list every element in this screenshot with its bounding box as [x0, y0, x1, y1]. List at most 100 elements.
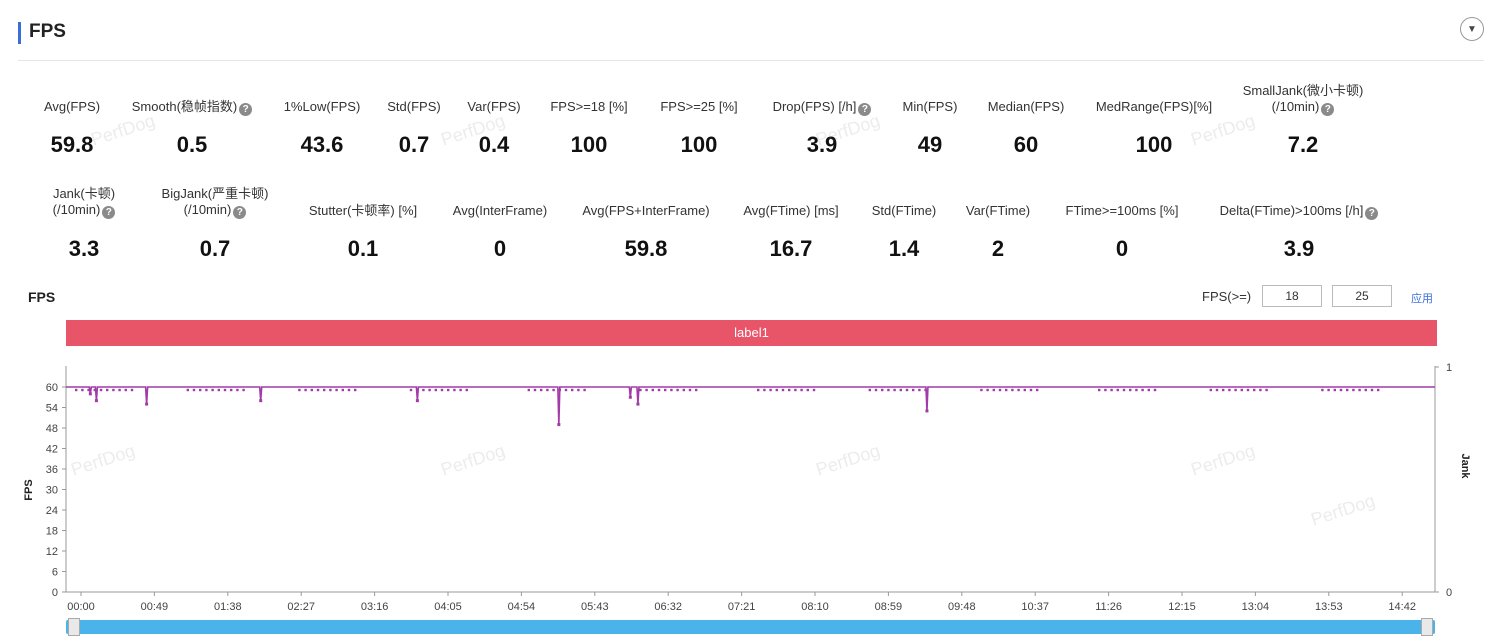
- fps-sample-point: [323, 388, 326, 392]
- label-bar[interactable]: label1: [66, 320, 1437, 346]
- scrollbar-left-handle[interactable]: [68, 618, 80, 636]
- watermark: PerfDog: [1188, 440, 1258, 480]
- fps-sample-point: [236, 388, 239, 392]
- x-tick-label: 10:37: [1021, 601, 1049, 613]
- fps-sample-point: [409, 388, 413, 392]
- help-icon[interactable]: ?: [233, 206, 247, 219]
- metric-value: 0.5: [176, 132, 208, 157]
- fps-sample-point: [1259, 388, 1262, 392]
- fps-sample-point: [93, 388, 96, 392]
- metrics_row1-metric: Std(FPS) 0.7: [324, 99, 504, 162]
- metric-label: Std(FPS): [324, 99, 504, 115]
- metric-value: 43.6: [300, 132, 344, 157]
- fps-sample-point: [1377, 388, 1380, 392]
- section-header: FPS ▼: [18, 14, 1484, 61]
- metric-value: 60: [1013, 132, 1039, 157]
- metric-value: 59.8: [50, 132, 94, 157]
- metric-label: Avg(FPS+InterFrame): [556, 203, 736, 219]
- metric-value: 3.9: [806, 132, 838, 157]
- metrics_row1-metric: Avg(FPS) 59.8: [0, 99, 162, 162]
- fps-sample-point: [1141, 388, 1144, 392]
- x-tick-label: 05:43: [581, 601, 609, 613]
- x-tick-label: 06:32: [654, 601, 682, 613]
- metrics_row2-metric: FTime>=100ms [%] 0: [1032, 203, 1212, 283]
- fps-sample-point: [1029, 388, 1033, 392]
- metrics_row2-metric: Avg(InterFrame) 0: [410, 203, 590, 283]
- fps-dip-point: [259, 399, 263, 403]
- fps-sample-point: [924, 388, 927, 392]
- y-tick-label: 36: [46, 464, 58, 476]
- fps-dip-point: [557, 423, 561, 427]
- watermark: PerfDog: [813, 440, 883, 480]
- y-axis-title: FPS: [23, 479, 35, 500]
- metric-label-text: Delta(FTime)>100ms [/h]: [1219, 203, 1364, 218]
- metrics_row1-metric: MedRange(FPS)[%] 100: [1064, 99, 1244, 162]
- fps-sample-point: [794, 388, 797, 392]
- time-range-scrollbar[interactable]: [66, 618, 1435, 636]
- fps-sample-point: [1005, 388, 1008, 392]
- apply-threshold-link[interactable]: 应用: [1411, 293, 1433, 305]
- help-icon[interactable]: ?: [239, 103, 253, 116]
- fps-sample-point: [918, 388, 921, 392]
- fps-sample-point: [459, 388, 462, 392]
- fps-sample-point: [87, 388, 90, 392]
- metric-label: Avg(FTime) [ms]: [701, 203, 881, 219]
- threshold-input-1[interactable]: [1262, 285, 1322, 307]
- metric-label: Stutter(卡顿率) [%]: [273, 203, 453, 219]
- fps-sample-point: [1098, 388, 1101, 392]
- metric-unit-text: (/10min): [183, 202, 232, 217]
- fps-sample-point: [1153, 388, 1157, 392]
- metric-value: 0.7: [199, 236, 231, 261]
- x-tick-label: 08:59: [875, 601, 903, 613]
- fps-dip-point: [925, 409, 929, 413]
- fps-sample-point: [695, 388, 698, 392]
- fps-sample-point: [199, 388, 202, 392]
- fps-sample-point: [533, 388, 537, 392]
- help-icon[interactable]: ?: [1321, 103, 1335, 116]
- fps-sample-point: [298, 388, 301, 392]
- metrics_row1-metric: 1%Low(FPS) 43.6: [232, 99, 412, 162]
- fps-sample-point: [75, 388, 78, 392]
- help-icon[interactable]: ?: [858, 103, 872, 116]
- fps-sample-point: [881, 388, 884, 392]
- metric-unit-text: (/10min): [1271, 99, 1320, 114]
- metric-label-text: Avg(FPS): [43, 99, 101, 114]
- metrics_row2-metric: Std(FTime) 1.4: [814, 203, 994, 283]
- fps-sample-point: [651, 388, 654, 392]
- metrics_row1-metric: Var(FPS) 0.4: [404, 99, 584, 162]
- scrollbar-right-handle[interactable]: [1421, 618, 1433, 636]
- fps-sample-point: [998, 388, 1002, 392]
- fps-dip-point: [88, 392, 92, 396]
- threshold-input-2[interactable]: [1332, 285, 1392, 307]
- fps-sample-point: [304, 388, 307, 392]
- y-tick-label: 30: [46, 485, 58, 497]
- metric-label-unit: (/10min)?: [0, 202, 174, 219]
- fps-sample-point: [1036, 388, 1039, 392]
- help-icon[interactable]: ?: [1365, 207, 1379, 220]
- fps-sample-point: [1234, 388, 1237, 392]
- fps-sample-point: [112, 388, 115, 392]
- fps-sample-point: [893, 388, 896, 392]
- fps-sample-point: [242, 388, 245, 392]
- x-tick-label: 01:38: [214, 601, 242, 613]
- metric-label-text: Drop(FPS) [/h]: [772, 99, 857, 114]
- fps-sample-point: [769, 388, 772, 392]
- help-icon[interactable]: ?: [102, 206, 116, 219]
- fps-sample-point: [428, 388, 431, 392]
- fps-sample-point: [645, 388, 648, 392]
- metric-label-text: Var(FPS): [467, 99, 521, 114]
- collapse-toggle-button[interactable]: ▼: [1460, 17, 1484, 41]
- fps-sample-point: [540, 388, 543, 392]
- fps-sample-point: [546, 388, 549, 392]
- fps-sample-point: [800, 388, 803, 392]
- fps-sample-point: [657, 388, 661, 392]
- fps-sample-point: [887, 388, 890, 392]
- y-tick-label: 12: [46, 546, 58, 558]
- fps-sample-point: [1147, 388, 1150, 392]
- fps-sample-point: [434, 388, 437, 392]
- fps-sample-point: [440, 388, 444, 392]
- fps-sample-point: [1246, 388, 1250, 392]
- fps-sample-point: [1333, 388, 1336, 392]
- fps-sample-point: [670, 388, 673, 392]
- fps-dip-point: [145, 402, 149, 406]
